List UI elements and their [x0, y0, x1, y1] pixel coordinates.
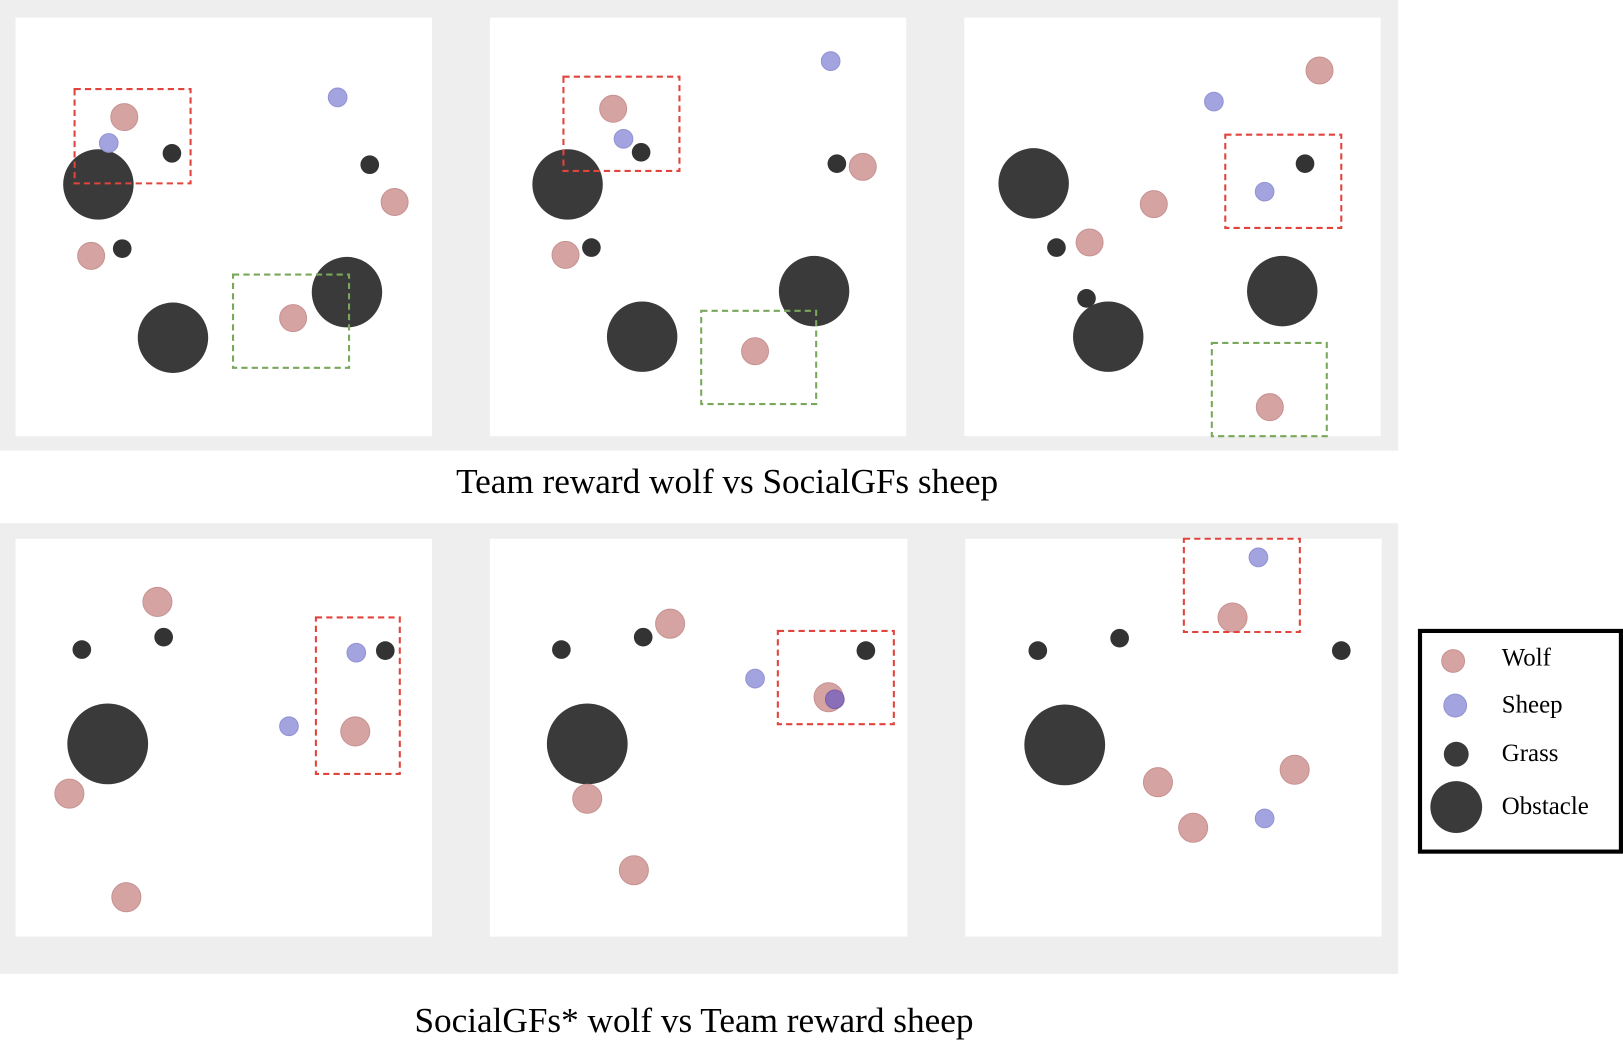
sheep [279, 716, 299, 737]
obstacle [311, 256, 383, 328]
sheep [346, 642, 367, 663]
grass [1077, 289, 1096, 308]
wolf [1139, 190, 1168, 219]
highlight-box [1182, 537, 1301, 634]
grass [1110, 628, 1129, 648]
highlight-box [232, 273, 351, 369]
wolf [1305, 56, 1334, 85]
obstacle [998, 148, 1069, 219]
obstacle [1024, 704, 1106, 786]
grass [112, 239, 132, 258]
grass [375, 641, 395, 660]
scene [15, 17, 1382, 937]
highlight-box [700, 309, 818, 406]
highlight-box [776, 629, 895, 726]
legend-label: Sheep [1502, 691, 1563, 718]
wolf [340, 716, 371, 747]
sheep [745, 668, 765, 689]
highlight-box [1224, 133, 1343, 229]
wolf [848, 152, 877, 181]
sheep [1254, 181, 1275, 202]
highlight-box [1210, 341, 1328, 438]
wolf [1279, 754, 1310, 785]
wolf [551, 240, 580, 269]
obstacle [546, 703, 628, 785]
highlight-box [73, 88, 192, 185]
grass [162, 144, 182, 163]
legend-label: Wolf [1502, 645, 1552, 672]
obstacle [778, 255, 850, 327]
obstacle [1073, 301, 1144, 372]
wolf [1142, 767, 1173, 798]
wolf [618, 855, 649, 886]
obstacle [606, 301, 678, 372]
sheep [327, 87, 348, 108]
highlight-box [314, 616, 401, 775]
sheep [820, 51, 841, 71]
wolf [380, 188, 409, 217]
sheep [1248, 547, 1269, 568]
panel [15, 17, 432, 437]
wolf [111, 882, 142, 913]
grass [552, 640, 571, 659]
wolf [1178, 812, 1209, 843]
wolf [1075, 228, 1104, 257]
obstacle [1247, 255, 1318, 327]
highlight-box [562, 75, 681, 172]
obstacle [137, 302, 209, 373]
grass [360, 155, 380, 175]
obstacle [532, 149, 603, 220]
wolf [1217, 602, 1248, 633]
wolf [1255, 393, 1284, 422]
legend-wolf-icon [1441, 649, 1466, 673]
wolf [599, 94, 628, 123]
grass [1047, 238, 1066, 257]
wolf [110, 103, 139, 132]
wolf [77, 241, 106, 270]
legend-grass-icon [1443, 741, 1469, 767]
grass [631, 142, 651, 162]
panel [489, 17, 907, 437]
grass [582, 238, 601, 257]
wolf [54, 778, 85, 809]
grass [1028, 641, 1048, 660]
wolf [572, 783, 603, 814]
sheep [1254, 808, 1275, 829]
grass [633, 627, 653, 647]
grass [856, 641, 876, 660]
sheep [613, 128, 634, 149]
grass [827, 154, 847, 174]
wolf [142, 586, 173, 617]
wolf [741, 337, 770, 366]
caption: SocialGFs* wolf vs Team reward sheep [414, 1001, 973, 1040]
caption: Team reward wolf vs SocialGFs sheep [456, 462, 998, 501]
legend-obstacle-icon [1430, 781, 1483, 833]
legend-sheep-icon [1443, 693, 1468, 718]
grass [1331, 641, 1351, 660]
obstacle [67, 703, 149, 785]
sheep [98, 133, 119, 153]
grass [154, 627, 173, 647]
sheep [1204, 91, 1224, 112]
sheep [824, 689, 845, 710]
wolf [655, 608, 686, 639]
legend-label: Obstacle [1502, 793, 1589, 820]
grass [1295, 154, 1315, 174]
wolf [279, 304, 308, 333]
legend-label: Grass [1502, 740, 1559, 767]
grass [72, 640, 92, 659]
